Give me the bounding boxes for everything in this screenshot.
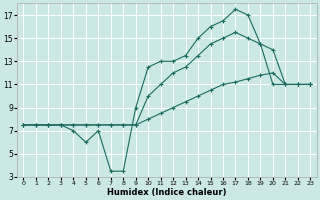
X-axis label: Humidex (Indice chaleur): Humidex (Indice chaleur) — [107, 188, 227, 197]
